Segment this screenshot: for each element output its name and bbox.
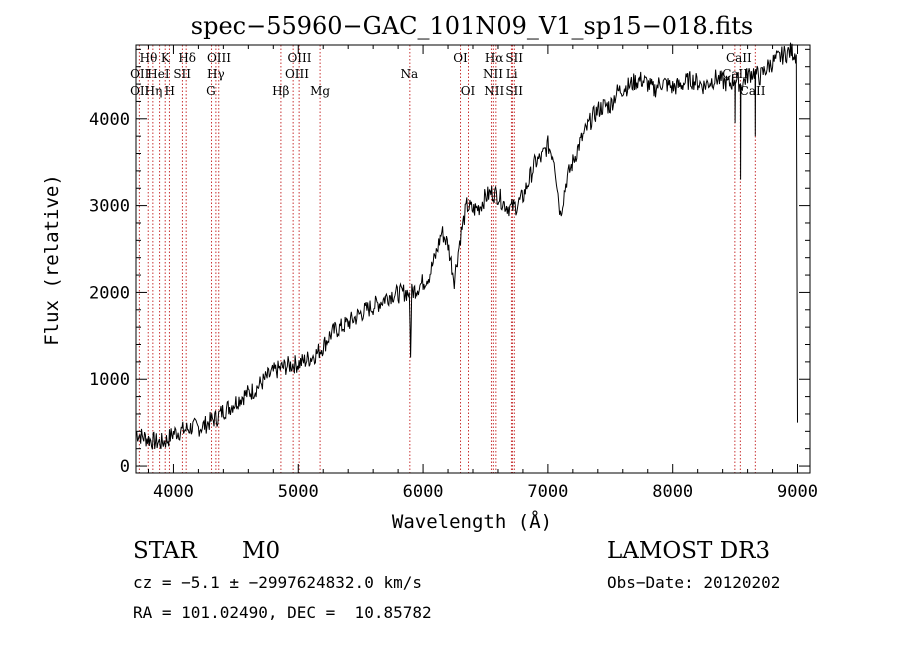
spectral-line-label: OIII xyxy=(207,51,231,65)
spectral-line-label: Na xyxy=(401,67,419,81)
survey-name: LAMOST DR3 xyxy=(607,538,771,564)
spectral-line-label: H xyxy=(164,84,174,98)
x-tick-label: 4000 xyxy=(153,482,194,502)
spectral-line-label: G xyxy=(206,84,216,98)
spectral-line-label: Hβ xyxy=(272,84,289,98)
spectral-line-label: Hη xyxy=(145,84,163,98)
spectral-line-label: Mg xyxy=(310,84,330,98)
spectral-line-label: OII xyxy=(130,67,150,81)
spectral-line-label: Hα xyxy=(485,51,504,65)
spectral-line-label: NII xyxy=(484,84,504,98)
x-tick-label: 8000 xyxy=(652,482,693,502)
x-tick-label: 9000 xyxy=(777,482,818,502)
y-axis-label: Flux (relative) xyxy=(41,174,63,346)
spectral-line-label: K xyxy=(161,51,171,65)
coordinates: RA = 101.02490, DEC = 10.85782 xyxy=(133,603,432,622)
plot-frame xyxy=(135,44,811,474)
object-class: STAR xyxy=(133,538,197,564)
flux-series xyxy=(135,42,798,450)
chart-title: spec−55960−GAC_101N09_V1_sp15−018.fits xyxy=(191,12,753,40)
axis-ticks xyxy=(136,45,810,473)
spectral-line-label: Hγ xyxy=(207,67,225,81)
spectral-line-label: CaII xyxy=(726,51,752,65)
x-tick-label: 6000 xyxy=(403,482,444,502)
spectral-line-label: Hδ xyxy=(178,51,196,65)
spectral-line-markers xyxy=(138,45,756,473)
spectral-line-label: SII xyxy=(173,67,191,81)
spectral-line-label: NII xyxy=(483,67,503,81)
spectral-line-label: OIII xyxy=(285,67,309,81)
y-tick-label: 4000 xyxy=(89,110,130,130)
spectral-line-label: SII xyxy=(505,84,523,98)
axis-tick-labels: 4000 5000 6000 7000 8000 9000 0 1000 2000 3000 400… xyxy=(89,110,818,502)
redshift-cz: cz = −5.1 ± −2997624832.0 km/s xyxy=(133,573,422,592)
object-subclass: M0 xyxy=(242,538,281,564)
spectral-line-label: OI xyxy=(453,51,468,65)
y-tick-label: 0 xyxy=(120,457,130,477)
x-tick-label: 5000 xyxy=(278,482,319,502)
flux-line xyxy=(135,42,798,450)
spectral-line-label: OII xyxy=(130,84,150,98)
spectral-line-label: Li xyxy=(506,67,518,81)
spectral-line-label: OIII xyxy=(287,51,311,65)
y-tick-label: 2000 xyxy=(89,283,130,303)
x-tick-label: 7000 xyxy=(527,482,568,502)
y-tick-label: 1000 xyxy=(89,370,130,390)
observation-date: Obs−Date: 20120202 xyxy=(607,573,781,592)
spectral-line-label: CaII xyxy=(740,84,766,98)
spectral-line-label: Hθ xyxy=(140,51,158,65)
spectral-line-label: OI xyxy=(461,84,476,98)
x-axis-label: Wavelength (Å) xyxy=(392,510,552,533)
y-tick-label: 3000 xyxy=(89,197,130,217)
spectral-line-label: SII xyxy=(505,51,523,65)
spectral-line-label: HeI xyxy=(147,67,170,81)
